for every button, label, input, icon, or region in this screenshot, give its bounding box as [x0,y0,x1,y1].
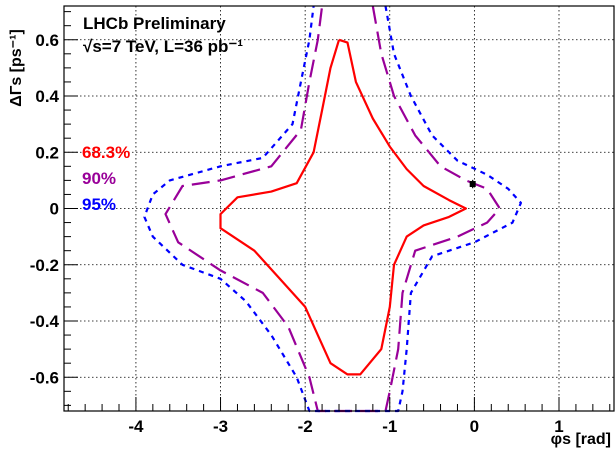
x-tick-label: -2 [298,417,313,436]
y-tick-label: -0.6 [30,368,59,387]
title-line-2: √s=7 TeV, L=36 pb⁻¹ [83,37,244,56]
y-tick-label: 0.6 [35,31,59,50]
y-tick-label: -0.4 [30,312,60,331]
x-tick-label: -1 [382,417,397,436]
grid-lines [64,6,614,411]
contour-0 [219,38,467,376]
axis-ticks [64,11,611,411]
legend-entry-90: 90% [82,169,117,188]
x-tick-label: 0 [470,417,479,436]
legend-entry-68: 68.3% [82,143,131,162]
y-tick-label: 0.2 [35,143,59,162]
axis-tick-labels: -4 -3 -2 -1 0 1 -0.6 -0.4 -0.2 0 0.2 0.4 0.6 [30,31,564,436]
y-tick-label: -0.2 [30,256,59,275]
x-tick-label: -4 [128,417,144,436]
data-point-marker [469,179,476,189]
contour-1 [164,5,501,413]
y-tick-label: 0 [50,200,59,219]
y-axis-label: ΔΓs [ps⁻¹] [2,20,30,115]
x-tick-label: -3 [213,417,228,436]
y-axis-label-text: ΔΓs [ps⁻¹] [8,28,25,107]
x-tick-label: 1 [554,417,563,436]
title-line-1: LHCb Preliminary [83,14,226,33]
y-tick-label: 0.4 [35,87,59,106]
x-axis-label: φs [rad] [550,431,611,448]
legend-entry-95: 95% [82,195,117,214]
point-marker [469,181,476,188]
